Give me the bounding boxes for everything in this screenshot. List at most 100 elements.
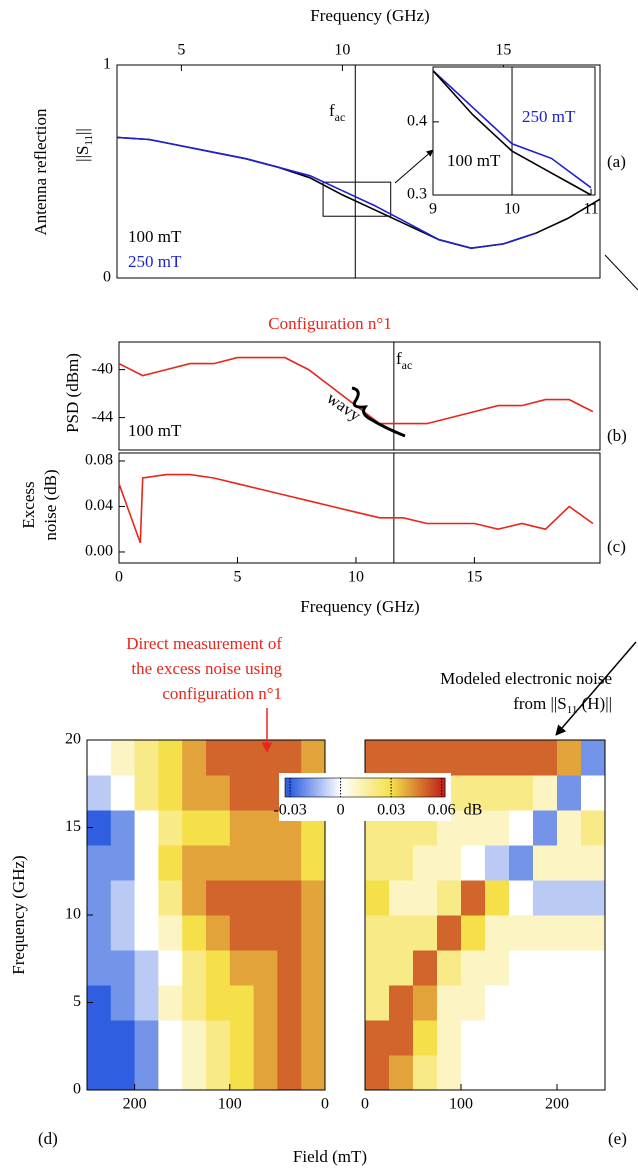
heat-cell <box>485 1055 510 1091</box>
heat-cell <box>485 845 510 881</box>
plot-frame <box>118 341 601 451</box>
series-line <box>116 136 536 250</box>
heat-cell <box>110 880 136 916</box>
heat-cell <box>182 1020 207 1056</box>
heat-cell <box>581 880 606 916</box>
colorbar-label: 0.03 <box>377 802 405 819</box>
plot-frame <box>432 66 596 196</box>
heat-cell <box>229 775 255 811</box>
heat-cell <box>533 740 558 776</box>
x-tick-label: 5 <box>177 42 185 59</box>
heat-cell <box>533 1020 558 1056</box>
heat-cell <box>389 915 414 951</box>
colorbar-step <box>389 778 392 797</box>
heat-cell <box>509 775 534 811</box>
heat-cell <box>206 845 231 881</box>
heat-cell <box>509 810 534 846</box>
panel-label: (a) <box>607 152 626 171</box>
arrow <box>555 641 637 736</box>
heat-cell <box>437 845 462 881</box>
heat-cell <box>389 950 414 986</box>
heat-cell <box>509 915 534 951</box>
heat-cell <box>229 985 255 1021</box>
label-part: (H)|| <box>577 694 612 713</box>
heat-cell <box>134 880 159 916</box>
heat-cell <box>182 810 207 846</box>
heat-cell <box>158 740 183 776</box>
heat-cell <box>182 880 207 916</box>
heat-cell <box>509 740 534 776</box>
panel-label: (e) <box>608 1129 627 1148</box>
colorbar-step <box>341 778 344 797</box>
x-tick-label: 9 <box>429 201 437 218</box>
heat-cell <box>134 1020 159 1056</box>
heat-cell <box>389 845 414 881</box>
colorbar-step <box>391 778 394 797</box>
heat-cell <box>87 1055 112 1091</box>
plots: 015 10 150.30.49 10 11-40-440.000.040.080 5 10… <box>65 42 606 1113</box>
heat-cell <box>389 1055 414 1091</box>
heat-cell <box>365 915 390 951</box>
y-tick-label: 20 <box>65 731 81 748</box>
heat-cell <box>581 775 606 811</box>
colorbar-step <box>415 778 418 797</box>
heat-cell <box>557 880 582 916</box>
heat-cell <box>182 1055 207 1091</box>
label-part: 11 <box>567 704 578 716</box>
heat-cell <box>461 1055 486 1091</box>
y-axis-title: Antenna reflection <box>31 108 50 235</box>
colorbar-step <box>337 778 340 797</box>
heat-cell <box>206 950 231 986</box>
heat-cell <box>277 880 302 916</box>
label-part: || <box>73 128 92 135</box>
heat-cell <box>365 950 390 986</box>
colorbar-step <box>319 778 322 797</box>
heat-cell <box>158 1055 183 1091</box>
heat-cell <box>158 915 183 951</box>
heat-cell <box>581 915 606 951</box>
heat-cell <box>158 950 183 986</box>
colorbar-step <box>343 778 346 797</box>
heat-cell <box>134 845 159 881</box>
colorbar-step <box>325 778 328 797</box>
heat-cell <box>182 740 207 776</box>
heat-cell <box>509 950 534 986</box>
heat-cell <box>110 915 136 951</box>
heat-cell <box>158 845 183 881</box>
y-tick-label: 0.4 <box>407 113 427 130</box>
colorbar-step <box>421 778 424 797</box>
colorbar-step <box>307 778 310 797</box>
heat-cell <box>485 915 510 951</box>
colorbar-step <box>439 778 442 797</box>
colorbar-step <box>425 778 428 797</box>
annotation: Direct measurement of <box>126 634 282 653</box>
colorbar-step <box>291 778 294 797</box>
heat-cell <box>110 775 136 811</box>
x-tick-label: 11 <box>583 201 598 218</box>
heat-cell <box>277 985 302 1021</box>
heat-cell <box>110 1055 136 1091</box>
heat-cell <box>253 915 278 951</box>
heat-cell <box>253 740 278 776</box>
colorbar-step <box>395 778 398 797</box>
heat-cell <box>229 740 255 776</box>
heat-cell <box>253 810 278 846</box>
colorbar-step <box>435 778 438 797</box>
connector <box>604 254 638 291</box>
x-tick-label: 10 <box>334 42 350 59</box>
heat-cell <box>253 1055 278 1091</box>
heat-cell <box>301 1020 326 1056</box>
heat-cell <box>437 1020 462 1056</box>
heat-cell <box>557 985 582 1021</box>
colorbar-step <box>375 778 378 797</box>
x-tick-label: 5 <box>233 569 241 586</box>
heat-cell <box>581 740 606 776</box>
colorbar-label: 0.06 <box>428 802 456 819</box>
y-tick-label: 0.08 <box>85 452 113 469</box>
colorbar-step <box>323 778 326 797</box>
heat-cell <box>229 915 255 951</box>
colorbar-step <box>347 778 350 797</box>
heat-cell <box>413 740 438 776</box>
heat-cell <box>461 950 486 986</box>
